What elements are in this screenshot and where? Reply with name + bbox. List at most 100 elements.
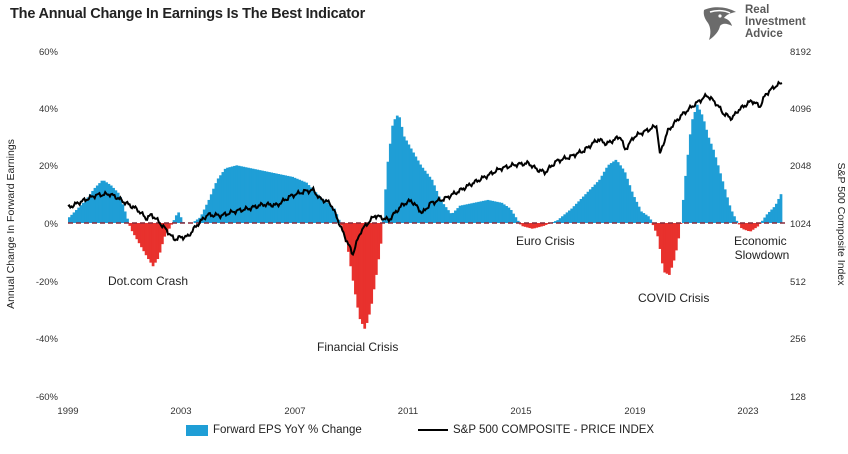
eps-bar	[523, 223, 527, 227]
eps-bar	[256, 169, 260, 223]
y2-tick: 1024	[790, 219, 811, 230]
annotation-slowdown-line-2: Slowdown	[735, 248, 790, 262]
x-axis-ticks: 1999 2003 2007 2011 2015 2019 2023	[57, 406, 758, 417]
eps-bar	[347, 223, 350, 252]
eps-bar	[423, 170, 427, 223]
eps-bar	[251, 168, 255, 223]
eps-bar	[298, 179, 301, 223]
eps-bar	[302, 181, 306, 223]
eps-bar	[502, 204, 506, 223]
eps-bar	[598, 179, 601, 223]
eps-bar	[265, 171, 269, 223]
annotation-financial: Financial Crisis	[317, 340, 398, 354]
eps-bar	[70, 214, 74, 223]
eps-bar	[477, 201, 481, 223]
eps-bar	[330, 206, 334, 223]
eps-bar	[563, 214, 567, 223]
eps-bar	[368, 223, 371, 315]
y2-tick: 256	[790, 334, 806, 345]
eps-bar	[756, 223, 760, 227]
legend-item-sp500: S&P 500 COMPOSITE - PRICE INDEX	[418, 424, 654, 436]
eps-bar	[261, 170, 264, 223]
eps-bar	[402, 136, 406, 223]
eps-bar	[388, 143, 392, 223]
eps-bar	[140, 223, 143, 248]
eps-bar	[568, 210, 571, 223]
eps-bar	[707, 137, 711, 223]
eps-bar	[88, 194, 92, 223]
eps-bar	[684, 175, 688, 223]
annotation-slowdown-line-1: Economic	[734, 234, 787, 248]
eps-bar	[207, 199, 211, 223]
eps-bar	[686, 154, 690, 223]
eps-bar	[507, 207, 511, 223]
eps-bar	[486, 199, 490, 223]
eps-bar	[479, 201, 483, 223]
eps-bar	[561, 216, 564, 223]
eps-bar	[219, 175, 222, 223]
eps-bar	[744, 223, 748, 231]
eps-bar	[228, 167, 232, 223]
eps-bar	[619, 165, 622, 223]
eps-bar	[144, 223, 148, 256]
eps-bar	[530, 223, 534, 229]
eps-bar	[288, 176, 292, 223]
eps-bar	[554, 221, 557, 223]
eps-bar	[258, 170, 262, 223]
eps-bar	[379, 223, 383, 244]
eps-bar	[537, 223, 541, 228]
eps-bar	[733, 216, 736, 223]
eps-bar	[358, 223, 362, 320]
eps-bar	[651, 223, 655, 226]
eps-bar	[709, 143, 713, 223]
eps-bar	[621, 168, 625, 223]
eps-bar	[637, 206, 641, 223]
eps-bar	[500, 202, 504, 223]
eps-bar	[488, 200, 492, 223]
eps-bar	[377, 223, 381, 260]
eps-bar	[700, 114, 704, 223]
eps-bar	[584, 194, 588, 223]
eps-bar	[695, 104, 699, 223]
eps-bar	[374, 223, 378, 275]
eps-bar	[226, 167, 229, 223]
eps-bar	[249, 168, 253, 223]
eps-bar	[747, 223, 750, 232]
y-tick: 0%	[44, 219, 58, 230]
eps-bar	[295, 178, 299, 223]
eps-bar	[237, 165, 241, 223]
eps-bar	[779, 194, 783, 223]
eps-bar	[214, 183, 218, 223]
eps-bar	[426, 173, 429, 223]
eps-bar	[149, 223, 153, 263]
eps-bar	[721, 181, 725, 223]
eps-bar	[209, 194, 213, 223]
eps-bar	[314, 192, 318, 223]
eps-bar	[761, 220, 764, 223]
eps-bar	[647, 216, 650, 223]
eps-bar	[123, 211, 127, 223]
eps-bar	[577, 201, 581, 223]
eps-bar	[328, 204, 332, 223]
eps-bar	[463, 204, 467, 223]
eps-bar	[135, 223, 139, 240]
legend-swatch-line	[418, 429, 448, 431]
eps-bar	[556, 220, 560, 223]
eps-bar	[714, 157, 718, 223]
eps-bar	[400, 126, 404, 223]
eps-bar	[533, 223, 536, 229]
eps-bar	[100, 180, 104, 223]
eps-bar	[586, 191, 590, 223]
eps-bar	[670, 223, 674, 268]
eps-bar	[305, 182, 308, 223]
eps-bar	[440, 201, 443, 223]
annotation-slowdown: Economic Slowdown	[734, 234, 790, 262]
y-axis-title: Annual Change In Forward Earnings	[5, 139, 17, 309]
eps-bar	[279, 174, 283, 223]
y-tick: -20%	[36, 277, 59, 288]
y-tick: -60%	[36, 392, 59, 403]
eps-bar	[68, 217, 71, 223]
eps-bar	[470, 203, 474, 223]
eps-bar	[91, 190, 94, 223]
eps-bar	[393, 119, 397, 223]
